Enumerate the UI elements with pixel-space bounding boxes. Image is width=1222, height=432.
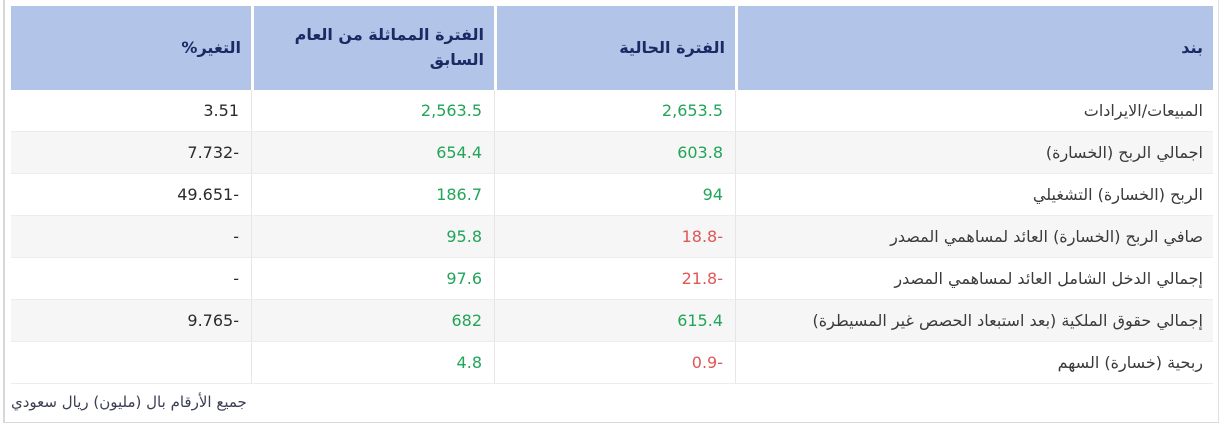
financial-results-table: بند الفترة الحالية الفترة المماثلة من ال… <box>11 6 1213 384</box>
row-change-value: - <box>11 216 251 258</box>
financial-results-card: بند الفترة الحالية الفترة المماثلة من ال… <box>3 0 1219 423</box>
table-row: المبيعات/الايرادات 2,653.5 2,563.5 3.51 <box>11 90 1213 132</box>
table-row: ربحية (خسارة) السهم -0.9 4.8 <box>11 342 1213 384</box>
row-item-label: ربحية (خسارة) السهم <box>735 342 1213 384</box>
row-previous-value: 186.7 <box>251 174 494 216</box>
row-item-label: الربح (الخسارة) التشغيلي <box>735 174 1213 216</box>
units-footnote: جميع الأرقام بال (مليون) ريال سعودي <box>11 393 247 411</box>
table-row: صافي الربح (الخسارة) العائد لمساهمي المص… <box>11 216 1213 258</box>
row-item-label: إجمالي الدخل الشامل العائد لمساهمي المصد… <box>735 258 1213 300</box>
table-row: الربح (الخسارة) التشغيلي 94 186.7 -49.65… <box>11 174 1213 216</box>
row-change-value: 3.51 <box>11 90 251 132</box>
row-previous-value: 682 <box>251 300 494 342</box>
header-item: بند <box>735 6 1213 90</box>
row-current-value: 2,653.5 <box>494 90 735 132</box>
row-current-value: 603.8 <box>494 132 735 174</box>
row-current-value: -0.9 <box>494 342 735 384</box>
row-item-label: صافي الربح (الخسارة) العائد لمساهمي المص… <box>735 216 1213 258</box>
row-current-value: 94 <box>494 174 735 216</box>
row-change-value <box>11 342 251 384</box>
row-change-value: -49.651 <box>11 174 251 216</box>
row-current-value: -18.8 <box>494 216 735 258</box>
header-current-period: الفترة الحالية <box>494 6 735 90</box>
row-current-value: 615.4 <box>494 300 735 342</box>
row-item-label: المبيعات/الايرادات <box>735 90 1213 132</box>
row-change-value: -9.765 <box>11 300 251 342</box>
row-previous-value: 97.6 <box>251 258 494 300</box>
header-change-percent: التغير% <box>11 6 251 90</box>
row-previous-value: 4.8 <box>251 342 494 384</box>
row-previous-value: 95.8 <box>251 216 494 258</box>
row-previous-value: 654.4 <box>251 132 494 174</box>
table-row: إجمالي حقوق الملكية (بعد استبعاد الحصص غ… <box>11 300 1213 342</box>
table-row: اجمالي الربح (الخسارة) 603.8 654.4 -7.73… <box>11 132 1213 174</box>
row-item-label: اجمالي الربح (الخسارة) <box>735 132 1213 174</box>
row-item-label: إجمالي حقوق الملكية (بعد استبعاد الحصص غ… <box>735 300 1213 342</box>
row-change-value: -7.732 <box>11 132 251 174</box>
row-change-value: - <box>11 258 251 300</box>
row-current-value: -21.8 <box>494 258 735 300</box>
header-row: بند الفترة الحالية الفترة المماثلة من ال… <box>11 6 1213 90</box>
header-previous-period: الفترة المماثلة من العام السابق <box>251 6 494 90</box>
table-row: إجمالي الدخل الشامل العائد لمساهمي المصد… <box>11 258 1213 300</box>
row-previous-value: 2,563.5 <box>251 90 494 132</box>
